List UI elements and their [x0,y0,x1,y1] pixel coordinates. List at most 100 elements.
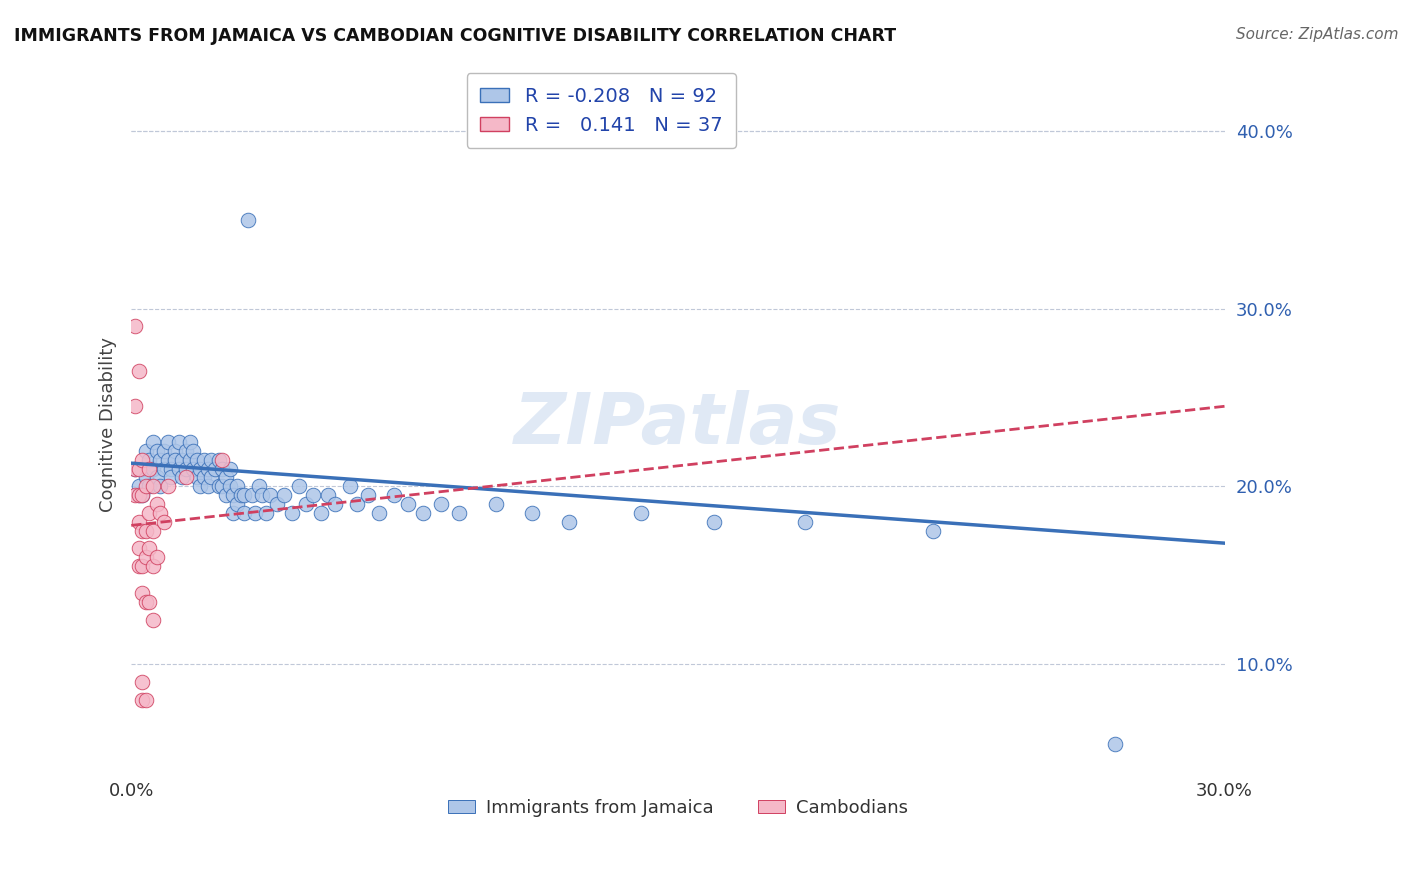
Point [128,559,150,574]
Point [273,488,295,502]
Point [128,541,150,556]
Point [368,506,391,520]
Point [149,506,172,520]
Point [142,461,165,475]
Point [190,479,212,493]
Point [135,470,157,484]
Point [160,461,183,475]
Point [179,434,201,449]
Y-axis label: Cognitive Disability: Cognitive Disability [100,336,117,512]
Point [124,319,146,334]
Point [131,674,153,689]
Point [131,488,153,502]
Point [1104,737,1126,751]
Point [295,497,318,511]
Point [630,506,652,520]
Point [153,443,176,458]
Point [197,479,219,493]
Point [197,461,219,475]
Point [211,461,233,475]
Point [145,497,167,511]
Point [174,461,197,475]
Point [794,515,817,529]
Point [131,692,153,706]
Point [309,506,332,520]
Point [128,364,150,378]
Point [520,506,543,520]
Point [218,479,240,493]
Point [316,488,339,502]
Point [211,479,233,493]
Point [325,497,347,511]
Point [138,452,160,467]
Point [449,506,471,520]
Point [357,488,380,502]
Legend: Immigrants from Jamaica, Cambodians: Immigrants from Jamaica, Cambodians [440,791,915,824]
Point [254,506,277,520]
Point [215,488,238,502]
Point [174,470,197,484]
Point [135,595,157,609]
Point [167,461,190,475]
Point [142,559,165,574]
Point [131,488,153,502]
Point [153,461,176,475]
Point [138,506,160,520]
Point [204,461,226,475]
Point [142,613,165,627]
Point [128,479,150,493]
Point [186,452,208,467]
Text: ZIPatlas: ZIPatlas [515,390,842,458]
Point [226,497,249,511]
Point [145,443,167,458]
Text: IMMIGRANTS FROM JAMAICA VS CAMBODIAN COGNITIVE DISABILITY CORRELATION CHART: IMMIGRANTS FROM JAMAICA VS CAMBODIAN COG… [14,27,896,45]
Point [124,399,146,413]
Point [124,461,146,475]
Point [145,470,167,484]
Point [200,452,222,467]
Point [160,470,183,484]
Point [142,434,165,449]
Point [149,452,172,467]
Point [156,479,179,493]
Point [430,497,453,511]
Point [131,586,153,600]
Point [156,434,179,449]
Point [138,461,160,475]
Point [124,461,146,475]
Point [339,479,361,493]
Point [131,524,153,538]
Point [302,488,325,502]
Point [128,461,150,475]
Point [208,479,231,493]
Point [236,212,259,227]
Point [142,479,165,493]
Point [174,443,197,458]
Point [247,479,270,493]
Point [135,550,157,565]
Point [153,515,176,529]
Point [135,479,157,493]
Point [142,524,165,538]
Point [412,506,434,520]
Point [211,452,233,467]
Point [288,479,311,493]
Point [190,461,212,475]
Point [131,461,153,475]
Point [208,452,231,467]
Point [557,515,579,529]
Point [922,524,945,538]
Point [179,452,201,467]
Point [138,595,160,609]
Point [138,541,160,556]
Point [218,461,240,475]
Point [167,434,190,449]
Point [266,497,288,511]
Point [382,488,405,502]
Point [346,497,368,511]
Point [149,479,172,493]
Point [252,488,274,502]
Text: Source: ZipAtlas.com: Source: ZipAtlas.com [1236,27,1399,42]
Point [131,559,153,574]
Point [172,452,194,467]
